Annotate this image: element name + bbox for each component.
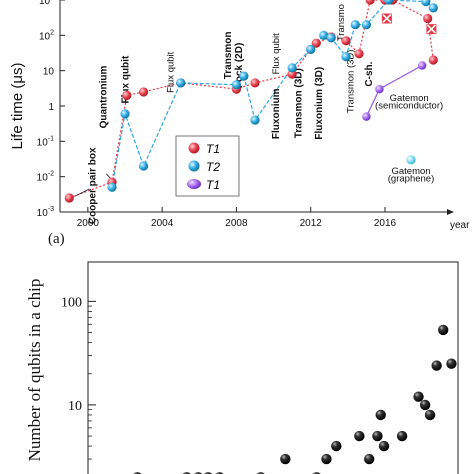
data-point <box>364 453 375 465</box>
data-point <box>365 0 375 5</box>
y-axis-label: Number of qubits in a chip <box>25 279 44 462</box>
annotation-label: Flux qubit <box>165 51 176 93</box>
annotation-label: Gatemon <box>390 93 429 104</box>
x-axis-arrow <box>447 209 454 215</box>
data-point <box>138 161 149 171</box>
data-point <box>424 409 436 421</box>
data-point <box>280 453 291 465</box>
legend-label-t1: T1 <box>206 142 220 156</box>
data-point <box>384 0 394 5</box>
pointer-arrow <box>74 188 90 197</box>
lifetime-chart: 10-3 10-2 10-1 1 10 102 103 2000 2004 2008 2012 201… <box>9 0 470 247</box>
data-point <box>331 440 342 452</box>
data-point <box>428 3 438 13</box>
data-point <box>239 71 249 81</box>
legend-marker-t2 <box>188 160 200 172</box>
data-point <box>350 20 360 30</box>
annotation-label: Transmon <box>223 32 234 80</box>
legend: T1 T2 T1 <box>175 135 240 197</box>
legend-marker-t1 <box>188 142 200 154</box>
annotation-label: Fluxonium <box>271 88 282 139</box>
data-point <box>413 391 424 402</box>
data-point <box>138 87 149 97</box>
data-point <box>421 0 431 7</box>
data-point <box>107 182 117 192</box>
data-point <box>354 49 364 59</box>
data-point <box>396 430 408 442</box>
data-point <box>250 78 260 88</box>
annotation-label: Transmon (3D) <box>293 68 304 138</box>
annotation-label: Transmon (3D) <box>345 50 356 114</box>
x-tick-label: 2016 <box>374 218 397 229</box>
annotation-label: Flux qubit <box>271 33 282 75</box>
data-point <box>287 63 297 73</box>
y-tick-label: 10-3 <box>37 206 54 219</box>
annotation-label: Cooper pair box <box>87 147 98 224</box>
data-point <box>446 358 457 369</box>
data-point <box>341 52 351 62</box>
annotation-label: C-sh. <box>364 61 375 86</box>
annotation-label: (semiconductor) <box>375 101 443 112</box>
data-point <box>354 430 365 442</box>
y-tick-label: 10 <box>43 67 55 78</box>
annotation-label: Fock (2D) <box>234 43 245 89</box>
qubit-count-chart: 10 100 Number of qubits in a chip <box>25 261 459 474</box>
data-point <box>341 36 351 46</box>
data-point <box>231 80 242 90</box>
data-point <box>361 20 372 30</box>
data-point <box>438 324 449 336</box>
x-tick-label: 2000 <box>77 218 100 229</box>
annotation-label: Quantronium <box>98 66 109 129</box>
data-point <box>423 13 433 24</box>
y-tick-label: 103 <box>39 0 54 7</box>
y-tick-label: 10-1 <box>37 135 54 148</box>
y-tick-label: 10-2 <box>37 171 54 184</box>
data-point <box>431 360 442 371</box>
y-tick-label: 102 <box>39 29 54 42</box>
annotation-label: Transmo <box>336 4 347 41</box>
y-tick-label: 10 <box>68 399 82 414</box>
legend-marker-t1-alt <box>187 179 201 189</box>
panel-label: (a) <box>48 231 65 247</box>
data-point <box>372 430 383 442</box>
data-point <box>120 109 130 119</box>
data-point <box>428 55 438 65</box>
x-axis-label: year <box>450 220 470 231</box>
x-tick-label: 2012 <box>300 218 323 229</box>
legend-label-t2: T2 <box>206 160 220 174</box>
data-point <box>375 84 384 94</box>
y-tick-label: 1 <box>48 102 54 113</box>
x-tick-label: 2008 <box>225 218 248 229</box>
data-point <box>64 193 74 203</box>
data-point <box>417 61 427 70</box>
data-point <box>419 399 431 411</box>
data-point <box>326 33 336 43</box>
legend-label-t1-alt: T1 <box>206 178 220 192</box>
data-point-graphene <box>406 155 416 165</box>
data-point <box>375 409 386 421</box>
cross-marker-x <box>426 24 436 34</box>
cross-marker-x <box>382 13 392 24</box>
data-point <box>319 30 329 40</box>
annotation-label: (graphene) <box>388 174 434 185</box>
data-point <box>250 115 260 125</box>
data-point <box>306 44 316 54</box>
y-axis-label: Life time (μs) <box>9 63 26 150</box>
data-point <box>122 90 132 100</box>
y-tick-label: 100 <box>61 295 82 310</box>
annotation-label: Gatemon <box>391 166 430 177</box>
annotation-label: Fluxonium (3D) <box>314 67 325 140</box>
data-point <box>176 78 186 88</box>
annotation-label: Flux qubit <box>121 55 132 103</box>
x-tick-label: 2004 <box>151 218 174 229</box>
data-point <box>378 440 390 452</box>
data-point <box>362 112 371 121</box>
plot-frame <box>87 261 459 474</box>
data-point <box>321 453 332 465</box>
data-point <box>311 38 321 48</box>
